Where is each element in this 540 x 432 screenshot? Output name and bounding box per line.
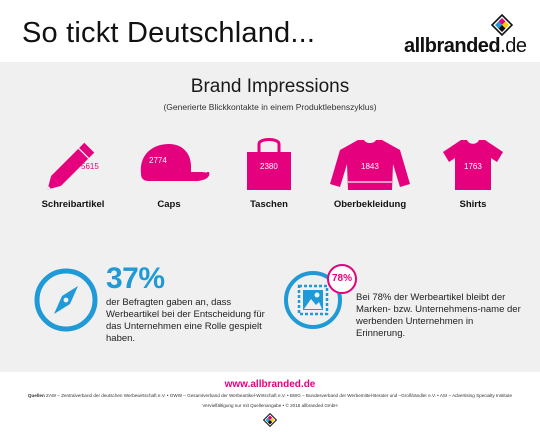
footer-copyright: Vervielfältigung nur mit Quellenangabe •… — [202, 403, 338, 408]
cap-icon — [140, 144, 210, 181]
item-caps: 2774 Caps — [119, 132, 219, 232]
compass-icon — [34, 268, 98, 332]
logo-diamond-icon — [491, 14, 513, 36]
stat-badge: 78% — [327, 264, 357, 294]
item-label: Schreibartikel — [41, 199, 105, 210]
item-label: Oberbekleidung — [333, 199, 407, 210]
footer: www.allbranded.de Quellen ZAW – Zentralv… — [0, 372, 540, 432]
header: So tickt Deutschland... allbranded.de — [0, 0, 540, 62]
brand-impressions-panel: Brand Impressions (Generierte Blickkonta… — [0, 62, 540, 372]
bag-icon — [247, 138, 291, 190]
footer-logo-icon — [263, 413, 277, 427]
item-count: 1843 — [361, 162, 379, 171]
item-count: 2774 — [149, 156, 167, 165]
item-count: 2380 — [260, 162, 278, 171]
footer-link[interactable]: www.allbranded.de — [224, 379, 316, 390]
logo-tld: .de — [500, 35, 527, 57]
item-label: Caps — [157, 199, 181, 210]
item-label: Taschen — [250, 199, 288, 210]
picture-stamp-icon — [284, 271, 342, 329]
item-count: 5615 — [81, 162, 99, 171]
stat-description: der Befragten gaben an, dass Werbeartike… — [106, 297, 265, 344]
item-schreibartikel: 5615 Schreibartikel — [23, 132, 123, 232]
footer-sources: Quellen ZAW – Zentralverband der deutsch… — [0, 393, 540, 398]
sweater-icon — [330, 140, 410, 190]
section-subtitle: (Generierte Blickkontakte in einem Produ… — [163, 102, 377, 112]
sources-label: Quellen — [27, 393, 45, 398]
item-count: 1763 — [464, 162, 482, 171]
logo-wordmark[interactable]: allbranded.de — [404, 35, 527, 58]
headline: So tickt Deutschland... — [22, 17, 316, 49]
stat-percent: 37% — [106, 262, 165, 295]
item-taschen: 2380 Taschen — [219, 132, 319, 232]
logo-brand: allbranded — [404, 35, 501, 57]
item-oberbekleidung: 1843 Oberbekleidung — [320, 132, 420, 232]
stat-description: Bei 78% der Werbeartikel bleibt der Mark… — [356, 292, 521, 339]
shirt-icon — [443, 140, 503, 190]
item-label: Shirts — [459, 199, 487, 210]
section-title: Brand Impressions — [190, 76, 350, 97]
pencil-icon — [47, 142, 95, 190]
item-shirts: 1763 Shirts — [423, 132, 523, 232]
sources-text: ZAW – Zentralverband der deutschen Werbe… — [46, 393, 513, 398]
